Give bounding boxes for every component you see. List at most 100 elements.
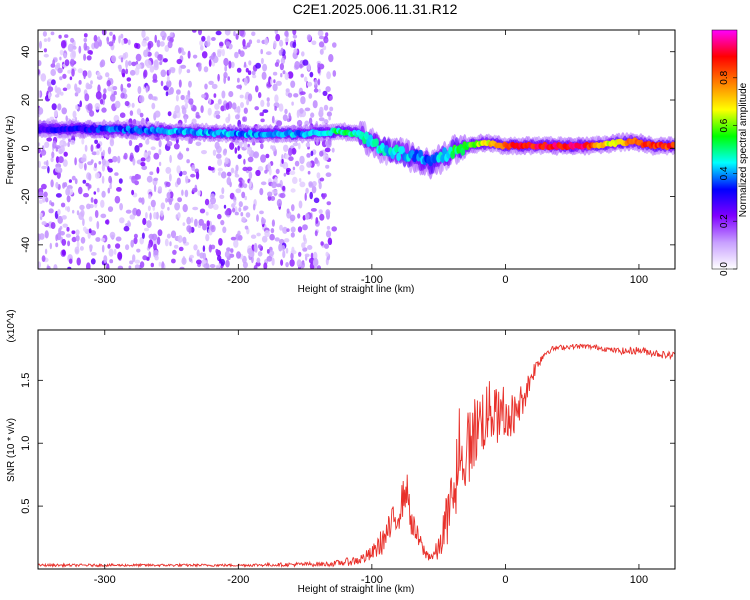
spectrogram-noise-cell (274, 237, 280, 242)
spectrogram-noise-cell (259, 112, 263, 117)
colorbar-label: Normalized spectral amplitude (738, 82, 749, 217)
spectrogram-noise-cell (300, 73, 304, 78)
spectrogram-noise-cell (194, 218, 198, 227)
spectrogram-noise-cell (318, 41, 325, 48)
spectrogram-noise-cell (40, 149, 47, 156)
spectrogram-noise-cell (38, 191, 44, 200)
spectrogram-noise-cell (274, 30, 278, 35)
spectrogram-noise-cell (50, 179, 54, 188)
spectrogram-noise-cell (201, 94, 206, 99)
spectrogram-noise-cell (208, 167, 215, 171)
spectrogram-noise-cell (162, 58, 168, 63)
spectrogram-noise-cell (93, 191, 97, 195)
spectrogram-noise-cell (120, 92, 125, 99)
spectrogram-noise-cell (50, 157, 54, 163)
spectrogram-noise-cell (71, 68, 75, 77)
snr-x-ticks: -300 -200 -100 0 100 (94, 330, 648, 586)
spectrogram-noise-cell (181, 51, 186, 56)
spectrogram-noise-cell (233, 239, 239, 248)
spectrogram-noise-cell (88, 216, 93, 222)
spectrogram-noise-cell (132, 254, 136, 263)
spectrogram-noise-cell (230, 248, 234, 253)
spectrogram-noise-cell (72, 209, 75, 214)
spectrogram-noise-cell (243, 107, 248, 114)
spectrogram-noise-cell (147, 243, 151, 249)
spectrogram-noise-cell (156, 236, 161, 245)
spectrogram-noise-cell (134, 42, 139, 49)
spectrogram-noise-cell (224, 157, 229, 165)
spectrogram-noise-cell (299, 107, 304, 114)
spectrogram-noise-cell (234, 211, 239, 216)
spectrogram-noise-cell (272, 83, 278, 92)
spectrogram-noise-cell (58, 156, 64, 164)
spectrogram-noise-cell (141, 197, 145, 205)
spectrogram-noise-cell (196, 249, 200, 257)
spectrogram-noise-cell (108, 248, 114, 257)
spectrogram-noise-cell (233, 199, 237, 206)
spectrogram-y-tick-label: -40 (20, 237, 32, 253)
spectrogram-noise-cell (272, 71, 278, 76)
spectrogram-noise-cell (115, 243, 121, 249)
spectrogram-noise-cell (247, 93, 253, 102)
spectrogram-noise-cell (284, 108, 288, 115)
spectrogram-noise-cell (192, 206, 199, 211)
spectrogram-noise-cell (305, 187, 309, 194)
spectrogram-noise-cell (314, 230, 318, 237)
spectrogram-noise-cell (218, 258, 222, 264)
spectrogram-noise-cell (38, 160, 41, 168)
spectrogram-noise-cell (104, 219, 109, 225)
spectrogram-noise-cell (224, 30, 231, 36)
spectrogram-noise-cell (150, 199, 156, 208)
spectrogram-noise-cell (229, 142, 235, 150)
snr-series-line (38, 343, 675, 569)
spectrogram-noise-cell (106, 80, 111, 87)
spectrogram-noise-cell (276, 198, 282, 208)
spectrogram-noise-cell (63, 34, 69, 38)
spectrogram-noise-cell (101, 175, 105, 184)
spectrogram-noise-cell (239, 50, 245, 57)
spectrogram-noise-cell (148, 233, 155, 240)
spectrogram-noise-cell (199, 252, 205, 259)
spectrogram-noise-cell (143, 69, 148, 78)
spectrogram-noise-cell (254, 247, 258, 253)
spectrogram-noise-cell (302, 59, 309, 66)
spectrogram-noise-cell (292, 34, 298, 39)
snr-x-tick-label: -200 (227, 574, 249, 586)
spectrogram-noise-cell (237, 154, 242, 160)
spectrogram-noise-cell (325, 172, 332, 177)
spectrogram-noise-cell (97, 84, 101, 93)
spectrogram-noise-cell (206, 220, 210, 227)
spectrogram-noise-cell (234, 169, 238, 176)
spectrogram-noise-cell (55, 181, 59, 189)
spectrogram-noise-cell (66, 195, 71, 203)
spectrogram-noise-cell (261, 71, 267, 80)
spectrogram-noise-cell (47, 86, 54, 92)
spectrogram-noise-cell (256, 257, 261, 264)
spectrogram-noise-cell (224, 65, 228, 72)
spectrogram-noise-cell (282, 250, 286, 259)
spectrogram-noise-cell (63, 52, 67, 59)
spectrogram-noise-cell (191, 164, 196, 172)
spectrogram-noise-cell (195, 114, 201, 119)
spectrogram-noise-cell (280, 57, 286, 65)
spectrogram-noise-cell (125, 59, 129, 69)
spectrogram-noise-cell (125, 68, 129, 75)
spectrogram-noise-cell (70, 139, 76, 145)
spectrogram-noise-cell (62, 159, 68, 167)
spectrogram-noise-cell (65, 187, 71, 196)
spectrogram-noise-cell (136, 209, 141, 217)
colorbar-ticks: 0.0 0.2 0.4 0.6 0.8 (719, 70, 737, 276)
spectrogram-noise-cell (169, 67, 176, 72)
spectrogram-noise-cell (197, 63, 202, 72)
spectrogram-noise-cell (290, 80, 296, 88)
spectrogram-noise-cell (146, 220, 152, 229)
spectrogram-noise-cell (258, 244, 262, 249)
spectrogram-noise-cell (149, 171, 154, 176)
spectrogram-noise-cell (290, 252, 294, 260)
spectrogram-noise-cell (71, 50, 76, 58)
spectrogram-noise-cell (109, 184, 112, 190)
spectrogram-noise-cell (311, 40, 317, 46)
spectrogram-noise-cell (112, 86, 118, 91)
spectrogram-noise-cell (74, 178, 78, 185)
spectrogram-noise-cell (228, 60, 232, 69)
